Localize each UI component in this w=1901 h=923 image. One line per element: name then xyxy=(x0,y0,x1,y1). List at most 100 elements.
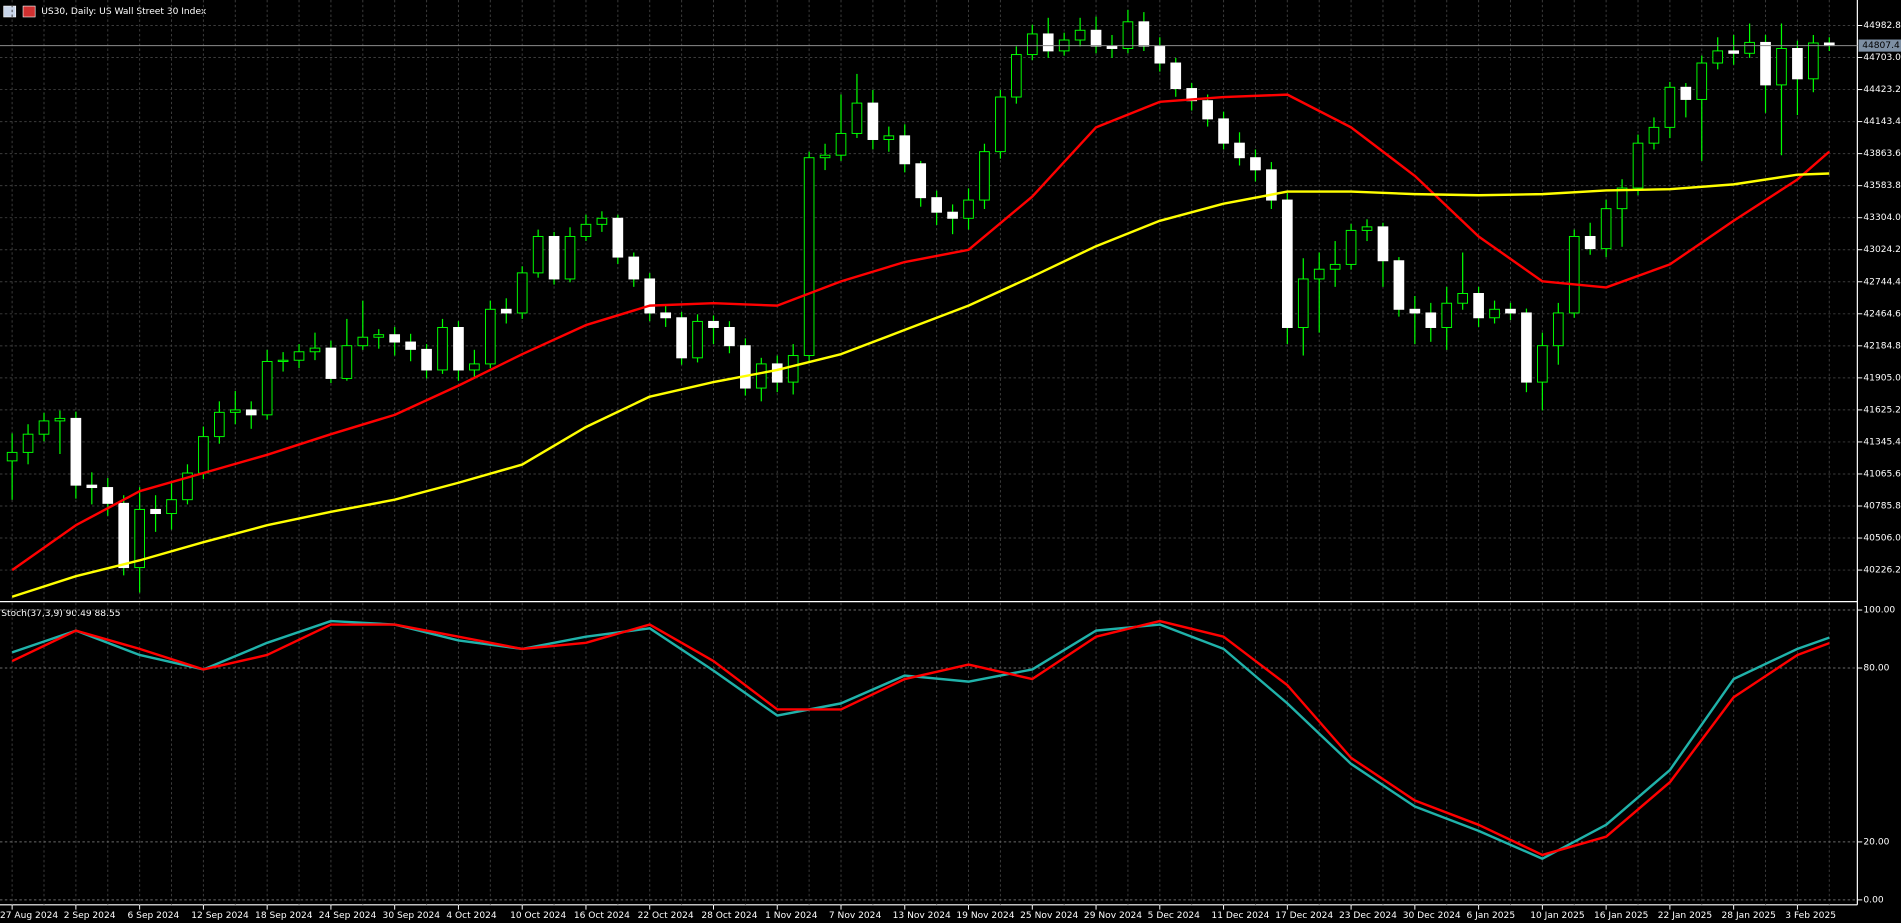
candle-body xyxy=(1537,345,1548,383)
candle-body xyxy=(1122,21,1134,49)
candle-body xyxy=(1202,100,1213,120)
candle-body xyxy=(867,102,879,140)
candle-body xyxy=(118,502,130,569)
y-tick-label: 44703.0 xyxy=(1863,53,1901,63)
candle-body xyxy=(293,351,305,361)
candle-body xyxy=(1377,226,1389,262)
candle-body xyxy=(70,417,82,486)
x-tick-label: 16 Oct 2024 xyxy=(574,911,630,921)
candle-body xyxy=(883,135,895,140)
candle-body xyxy=(899,135,911,165)
candle-body xyxy=(787,355,799,383)
x-tick-label: 29 Nov 2024 xyxy=(1084,911,1142,921)
y-tick-label: 41625.2 xyxy=(1863,405,1901,415)
indicator-title: Stoch(37,3,9) 90.49 88.55 xyxy=(1,609,120,619)
x-tick-label: 13 Nov 2024 xyxy=(893,911,951,921)
candle-body xyxy=(1234,142,1245,159)
candle-body xyxy=(1600,208,1612,250)
candle-body xyxy=(755,363,767,389)
candle-body xyxy=(1616,187,1628,210)
x-tick-label: 18 Sep 2024 xyxy=(255,911,313,921)
candle-body xyxy=(1154,45,1166,64)
candle-body xyxy=(500,308,512,314)
x-tick-label: 10 Jan 2025 xyxy=(1530,911,1584,921)
x-tick-label: 12 Sep 2024 xyxy=(191,911,249,921)
candle-body xyxy=(1138,21,1150,47)
candle-body xyxy=(564,235,576,280)
indicator-line xyxy=(11,619,1830,860)
chart-title: US30, Daily: US Wall Street 30 Index xyxy=(41,7,207,17)
candle-body xyxy=(580,223,592,237)
y-tick-label: 42184.8 xyxy=(1863,341,1901,351)
y-tick-label: 43024.2 xyxy=(1863,245,1901,255)
candle-body xyxy=(995,96,1006,153)
y-tick-label: 43304.0 xyxy=(1863,213,1901,223)
x-tick-label: 30 Sep 2024 xyxy=(383,911,441,921)
candle-body xyxy=(532,235,544,274)
x-tick-label: 6 Jan 2025 xyxy=(1466,911,1515,921)
candle-body xyxy=(548,235,560,280)
y-tick-label: 42464.6 xyxy=(1863,309,1901,319)
candle-body xyxy=(660,312,672,319)
chart-icon[interactable] xyxy=(22,5,36,18)
candle-body xyxy=(437,327,448,371)
last-price-label: 44807.4 xyxy=(1862,41,1900,51)
candle-body xyxy=(947,211,958,219)
x-tick-label: 6 Sep 2024 xyxy=(128,911,180,921)
candle-body xyxy=(644,278,656,314)
candle-body xyxy=(1361,226,1373,231)
y-tick-label: 42744.4 xyxy=(1863,277,1901,287)
y-tick-label: 40785.8 xyxy=(1863,502,1901,512)
y-tick-label: 80.00 xyxy=(1863,664,1889,674)
x-tick-label: 30 Dec 2024 xyxy=(1403,911,1461,921)
candle-body xyxy=(724,327,735,347)
candle-body xyxy=(453,327,464,371)
candle-body xyxy=(1393,260,1405,310)
y-tick-label: 100.00 xyxy=(1863,606,1895,616)
candle-body xyxy=(1090,29,1102,47)
y-tick-label: 44423.2 xyxy=(1863,85,1901,95)
candle-body xyxy=(1664,86,1676,128)
candle-body xyxy=(1489,308,1500,319)
y-tick-label: 43863.6 xyxy=(1863,149,1901,159)
candle-body xyxy=(628,256,640,280)
candle-body xyxy=(1074,29,1086,41)
candle-body xyxy=(1744,41,1755,54)
menu-icon[interactable] xyxy=(3,5,17,18)
candle-body xyxy=(931,197,942,213)
candle-body xyxy=(309,347,321,353)
candle-body xyxy=(373,334,385,338)
x-tick-label: 5 Dec 2024 xyxy=(1148,911,1200,921)
candle-body xyxy=(1712,50,1724,64)
indicator-line xyxy=(11,93,1831,572)
candle-body xyxy=(915,163,927,199)
candle-body xyxy=(38,420,50,435)
candle-body xyxy=(1329,263,1341,270)
x-tick-label: 27 Aug 2024 xyxy=(0,911,58,921)
x-tick-label: 19 Nov 2024 xyxy=(956,911,1014,921)
candle-body xyxy=(421,348,432,371)
candle-body xyxy=(1776,48,1787,86)
candle-body xyxy=(1297,278,1309,328)
candle-body xyxy=(1345,229,1357,265)
x-tick-label: 28 Oct 2024 xyxy=(701,911,757,921)
candle-body xyxy=(1170,62,1182,90)
y-tick-label: 41345.4 xyxy=(1863,437,1901,447)
candle-body xyxy=(22,433,34,453)
candle-body xyxy=(1218,118,1229,144)
candle-body xyxy=(1792,48,1803,80)
candle-body xyxy=(1011,54,1022,98)
candle-body xyxy=(198,436,209,474)
y-tick-label: 41905.0 xyxy=(1863,373,1901,383)
indicator-line xyxy=(11,619,1830,857)
candle-body xyxy=(1441,302,1453,328)
candle-body xyxy=(182,472,193,501)
candle-body xyxy=(1808,42,1819,80)
candle-body xyxy=(963,199,974,219)
candle-body xyxy=(771,363,783,383)
x-tick-label: 1 Nov 2024 xyxy=(765,911,818,921)
last-price-box xyxy=(1858,39,1901,52)
candle-body xyxy=(1106,45,1118,49)
